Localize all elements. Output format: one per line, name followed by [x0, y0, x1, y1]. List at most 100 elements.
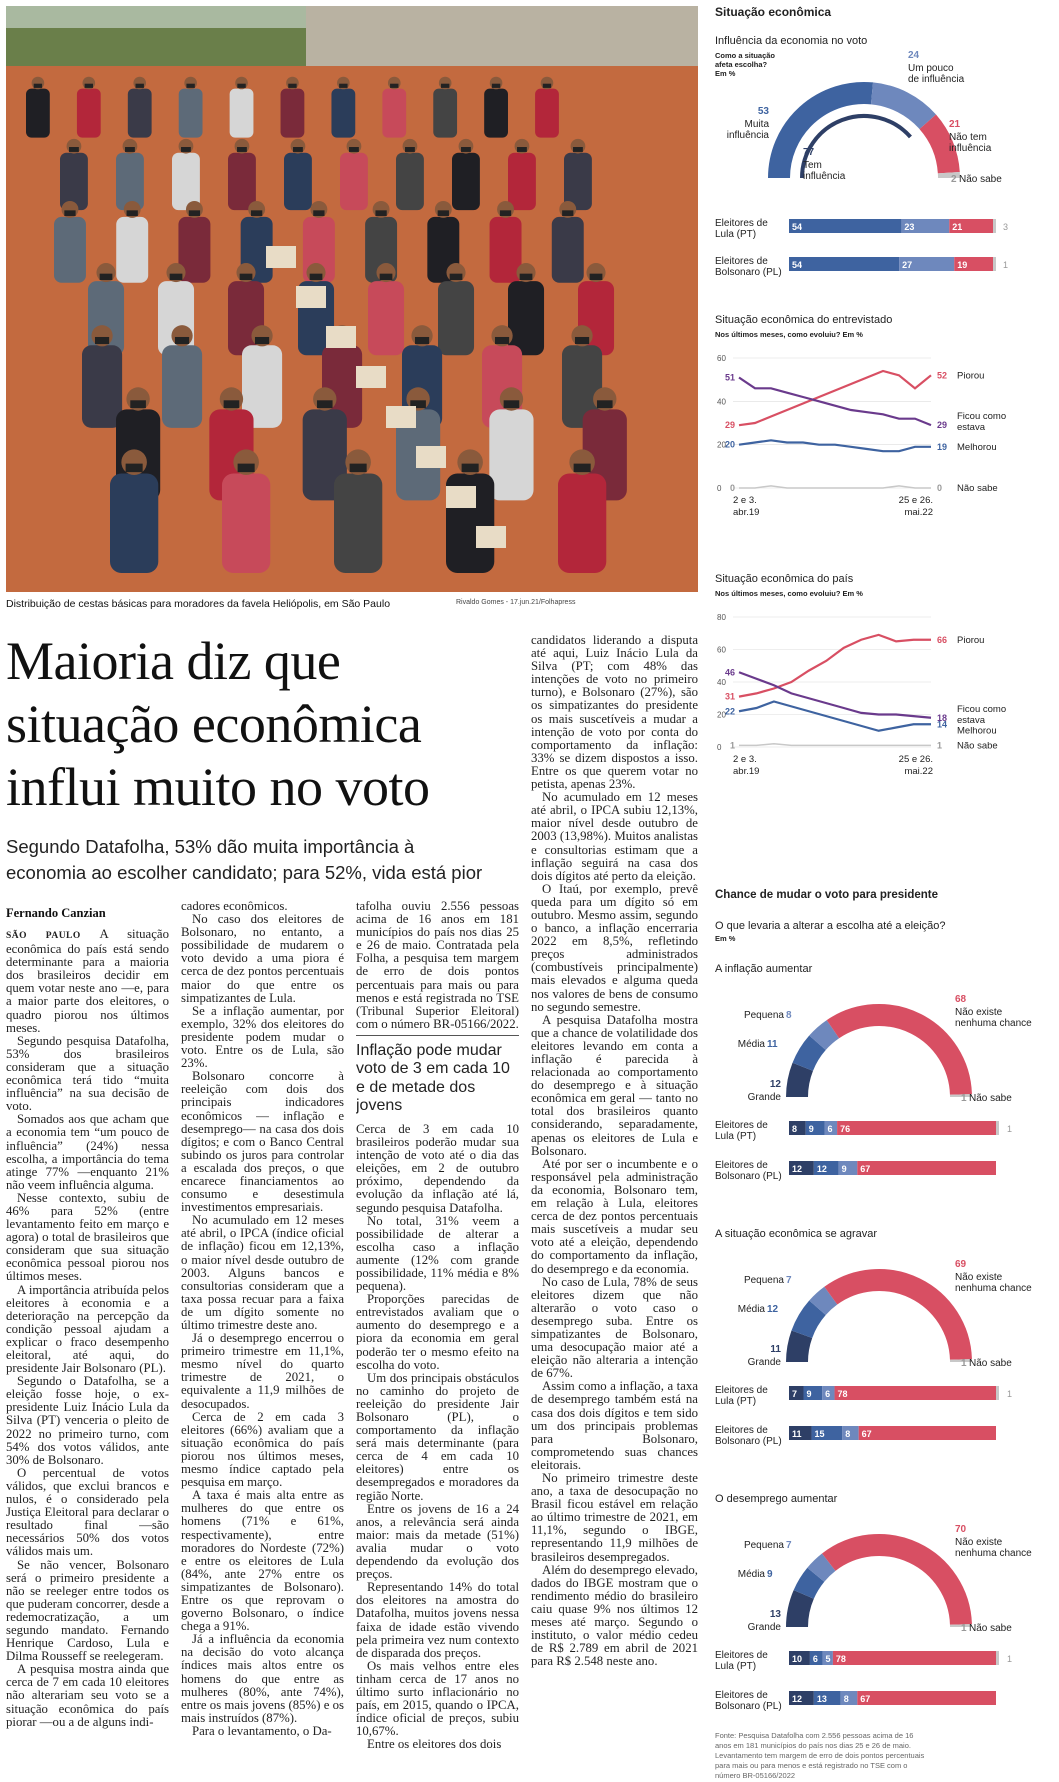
person-shape	[228, 152, 256, 211]
paragraph: Já a influência da economia na decisão d…	[181, 1632, 344, 1725]
face-mask	[491, 83, 501, 88]
series-line-2	[738, 439, 931, 453]
face-mask	[125, 463, 143, 473]
person-shape	[178, 88, 203, 138]
stacked-bar-value: 27	[902, 260, 912, 270]
stacked-bar-segment	[803, 1386, 823, 1400]
bar-label: Lula (PT)	[715, 229, 756, 240]
paragraph: Até por ser o incumbente e o responsável…	[531, 1156, 698, 1276]
person-shape	[368, 281, 405, 356]
series-name: Piorou	[957, 370, 984, 381]
paragraph: No caso dos eleitores de Bolsonaro, no e…	[181, 912, 344, 1005]
gauge-label-naoexiste: Não existe	[955, 1007, 1003, 1018]
paragraph: Entre os eleitores dos dois	[367, 1737, 502, 1752]
block-title: A situação econômica se agravar	[715, 1228, 877, 1240]
paragraph: Cerca de 3 em cada 10 brasileiros poderã…	[356, 1121, 519, 1215]
stacked-bar-value: 10	[792, 1654, 802, 1664]
chart-subtitle: Nos últimos meses, como evoluiu? Em %	[715, 589, 863, 598]
source-note: para mais ou para menos e está registrad…	[715, 1761, 907, 1770]
paragraph: A taxa é mais alta entre as mulheres do …	[181, 1488, 344, 1634]
gauge-value-naosabe: 1	[961, 1623, 967, 1634]
y-tick-label: 0	[717, 484, 722, 493]
stacked-bar-value: 21	[952, 222, 962, 232]
face-mask	[288, 83, 297, 88]
x-axis-start-label: abr.19	[733, 507, 759, 518]
gauge-value-naosabe: 2	[951, 174, 957, 185]
gauge-value-nao: 21	[949, 119, 961, 130]
paragraph: SÃO PAULO A situação econômica do país e…	[6, 928, 169, 1035]
face-mask	[99, 273, 113, 281]
paragraph: A importância atribuída pelos eleitores …	[6, 1282, 169, 1376]
stacked-bar-value: 67	[862, 1429, 872, 1439]
face-mask	[130, 400, 146, 409]
face-mask	[437, 210, 449, 216]
series-name: Não sabe	[957, 483, 998, 494]
stacked-bar-value: 5	[825, 1654, 830, 1664]
source-note: número BR-05166/2022	[715, 1771, 795, 1780]
face-mask	[188, 210, 201, 216]
paragraph: Segundo o Datafolha, se a eleição fosse …	[6, 1374, 169, 1467]
paragraph: Se não vencer, Bolsonaro será o primeiro…	[6, 1557, 169, 1664]
face-mask	[461, 147, 471, 152]
chart-unit: Em %	[715, 934, 736, 943]
x-axis-start-label: 2 e 3.	[733, 754, 757, 765]
face-mask	[574, 336, 590, 345]
stacked-bar-value: 6	[813, 1654, 818, 1664]
gauge-value-naosabe: 1	[961, 1358, 967, 1369]
person-shape	[558, 473, 607, 573]
person-shape	[54, 216, 86, 283]
bar-label: Eleitores de	[715, 1385, 768, 1396]
person-shape	[178, 216, 211, 283]
stacked-bar-value: 11	[792, 1429, 802, 1439]
person-shape	[508, 281, 545, 356]
stacked-bar-value: 12	[792, 1164, 802, 1174]
stacked-bar-value: 6	[825, 1389, 830, 1399]
bar-label: Eleitores de	[715, 1650, 768, 1661]
person-shape	[127, 88, 152, 138]
y-tick-label: 0	[717, 743, 722, 752]
gauge-label-pouco: de influência	[908, 74, 965, 85]
stacked-bar-segment	[789, 257, 900, 271]
gauge-value-naoexiste: 70	[955, 1524, 967, 1535]
source-note: Levantamento tem margem de erro de dois …	[715, 1751, 925, 1760]
face-mask	[414, 336, 430, 345]
y-tick-label: 80	[717, 613, 726, 622]
gauge-arc	[822, 1534, 972, 1626]
person-shape	[280, 88, 305, 138]
gauge-label-naosabe: Não sabe	[969, 1623, 1012, 1634]
stacked-bar-segment	[822, 1386, 835, 1400]
series-name: estava	[957, 715, 986, 726]
gauge-label-nao: influência	[949, 143, 992, 154]
person-shape	[302, 409, 347, 501]
paragraph: No acumulado em 12 meses até abril, o IP…	[531, 790, 698, 883]
gauge-label-nao: Não tem	[949, 132, 987, 143]
stacked-bar-segment	[789, 1426, 812, 1440]
stacked-bar-value: 78	[836, 1654, 846, 1664]
face-mask	[69, 147, 79, 152]
paragraph: Entre os jovens de 16 a 24 anos, a relev…	[356, 1501, 519, 1582]
stacked-bar-value: 3	[1003, 222, 1008, 232]
chart-question: afeta escolha?	[715, 60, 768, 69]
stacked-bar-segment	[822, 1651, 833, 1665]
bar-label: Eleitores de	[715, 1120, 768, 1131]
series-line-0	[738, 369, 932, 427]
stacked-bar-value: 8	[792, 1124, 797, 1134]
food-box	[266, 246, 296, 268]
y-tick-label: 20	[717, 441, 726, 450]
face-mask	[519, 273, 533, 281]
person-shape	[284, 152, 312, 211]
stacked-bar-value: 9	[842, 1164, 847, 1174]
series-start-value: 31	[725, 692, 735, 702]
gauge-label-tem: influência	[803, 171, 846, 182]
gauge-arc	[824, 1269, 972, 1361]
person-shape	[331, 88, 356, 138]
gauge-arc	[870, 82, 937, 130]
face-mask	[316, 400, 333, 409]
bar-label: Eleitores de	[715, 1160, 768, 1171]
stacked-bar-segment	[954, 257, 993, 271]
gauge-arc	[786, 1590, 814, 1628]
photo-credit: Rivaldo Gomes - 17.jun.21/Folhapress	[456, 599, 576, 606]
series-end-value: 0	[937, 483, 942, 493]
gauge-label-pouco: Um pouco	[908, 63, 954, 74]
news-photo	[6, 6, 698, 592]
